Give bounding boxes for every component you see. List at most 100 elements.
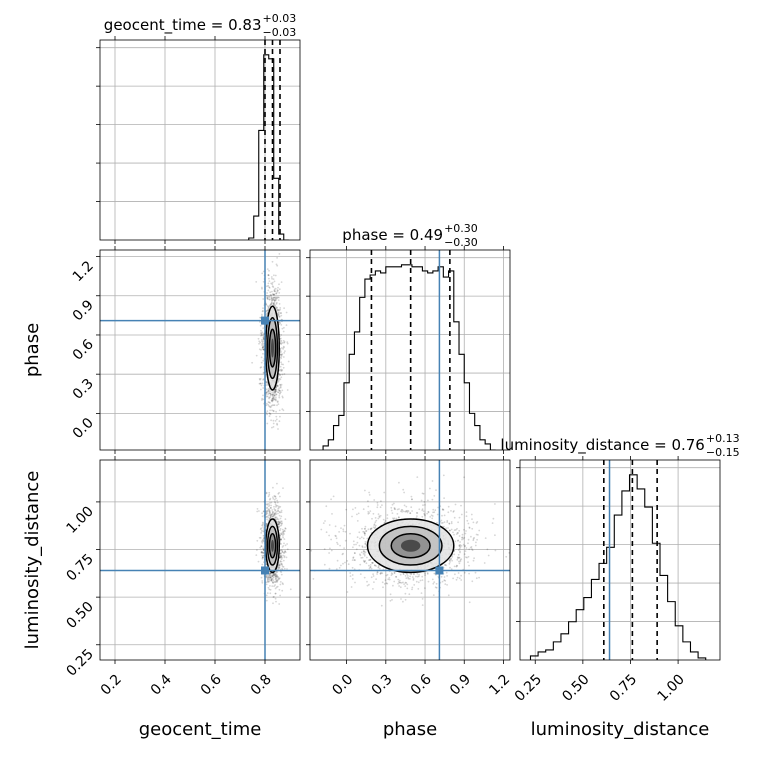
sample-point	[364, 489, 366, 492]
sample-point	[364, 543, 367, 545]
sample-point	[267, 393, 269, 396]
sample-point	[457, 539, 460, 542]
sample-point	[329, 547, 331, 550]
sample-point	[409, 578, 411, 580]
sample-point	[272, 419, 275, 422]
sample-point	[274, 513, 277, 516]
sample-point	[340, 564, 342, 567]
sample-point	[274, 420, 277, 422]
sample-point	[404, 585, 407, 587]
sample-point	[266, 575, 268, 577]
sample-point	[376, 504, 379, 506]
sample-point	[275, 301, 278, 304]
sample-point	[278, 292, 281, 294]
sample-point	[342, 530, 345, 533]
panel-frame	[519, 459, 721, 661]
sample-point	[407, 577, 410, 580]
sample-point	[360, 536, 363, 539]
sample-point	[269, 396, 271, 399]
sample-point	[272, 573, 275, 576]
sample-point	[262, 359, 265, 362]
sample-point	[260, 545, 263, 548]
sample-point	[277, 568, 280, 570]
y-axis-label-luminosity-distance: luminosity_distance	[22, 471, 43, 650]
sample-point	[280, 343, 282, 346]
sample-point	[421, 604, 424, 606]
sample-point	[279, 594, 281, 597]
sample-point	[351, 578, 354, 580]
sample-point	[276, 404, 278, 407]
sample-point	[472, 537, 475, 540]
sample-point	[272, 394, 274, 396]
sample-point	[467, 555, 470, 558]
sample-point	[276, 423, 279, 426]
sample-point	[275, 388, 277, 391]
sample-point	[366, 580, 368, 583]
sample-point	[406, 583, 409, 586]
sample-point	[277, 309, 280, 311]
sample-point	[272, 396, 275, 398]
sample-point	[405, 510, 408, 512]
sample-point	[450, 510, 452, 512]
sample-point	[411, 498, 413, 501]
sample-point	[280, 391, 282, 393]
sample-point	[369, 528, 372, 530]
sample-point	[449, 558, 452, 561]
sample-point	[279, 505, 282, 508]
sample-point	[283, 555, 286, 557]
sample-point	[465, 556, 467, 558]
sample-point	[261, 310, 264, 313]
sample-point	[402, 572, 405, 575]
sample-point	[276, 422, 278, 425]
sample-point	[458, 556, 461, 559]
sample-point	[359, 573, 362, 575]
sample-point	[272, 514, 275, 517]
title-lower-error: −0.03	[262, 26, 296, 39]
sample-point	[364, 551, 367, 554]
contour-2	[268, 532, 277, 559]
sample-point	[369, 528, 372, 531]
sample-point	[279, 351, 282, 354]
sample-point	[272, 577, 274, 579]
sample-point	[277, 505, 280, 508]
sample-point	[282, 535, 284, 537]
sample-point	[402, 510, 405, 513]
sample-point	[373, 564, 376, 567]
sample-point	[335, 537, 338, 540]
sample-point	[409, 512, 412, 514]
sample-point	[276, 580, 278, 582]
sample-point	[273, 501, 276, 503]
sample-point	[275, 297, 278, 300]
title-main: geocent_time = 0.83	[104, 16, 262, 35]
sample-point	[456, 556, 459, 559]
sample-point	[417, 588, 420, 590]
sample-point	[279, 307, 282, 309]
sample-point	[271, 575, 273, 577]
sample-point	[323, 548, 326, 550]
panel-geocent_time-geocent_time	[96, 36, 301, 244]
sample-point	[267, 274, 270, 277]
sample-point	[459, 551, 461, 554]
sample-point	[346, 591, 349, 593]
sample-point	[421, 579, 424, 581]
sample-point	[494, 503, 496, 505]
sample-point	[272, 426, 275, 428]
sample-point	[276, 580, 279, 583]
title-lower-error: −0.15	[706, 446, 740, 459]
sample-point	[460, 558, 463, 560]
sample-point	[275, 387, 278, 389]
sample-point	[268, 498, 271, 501]
sample-point	[271, 399, 273, 402]
sample-point	[398, 585, 400, 587]
sample-point	[267, 390, 270, 393]
sample-point	[271, 395, 274, 397]
sample-point	[280, 353, 283, 356]
sample-point	[259, 316, 261, 319]
sample-point	[266, 295, 269, 297]
sample-point	[293, 515, 295, 517]
sample-point	[261, 346, 264, 349]
sample-point	[484, 537, 487, 539]
sample-point	[282, 366, 285, 369]
sample-point	[261, 287, 263, 290]
x-axis-label-luminosity-distance: luminosity_distance	[531, 719, 710, 740]
